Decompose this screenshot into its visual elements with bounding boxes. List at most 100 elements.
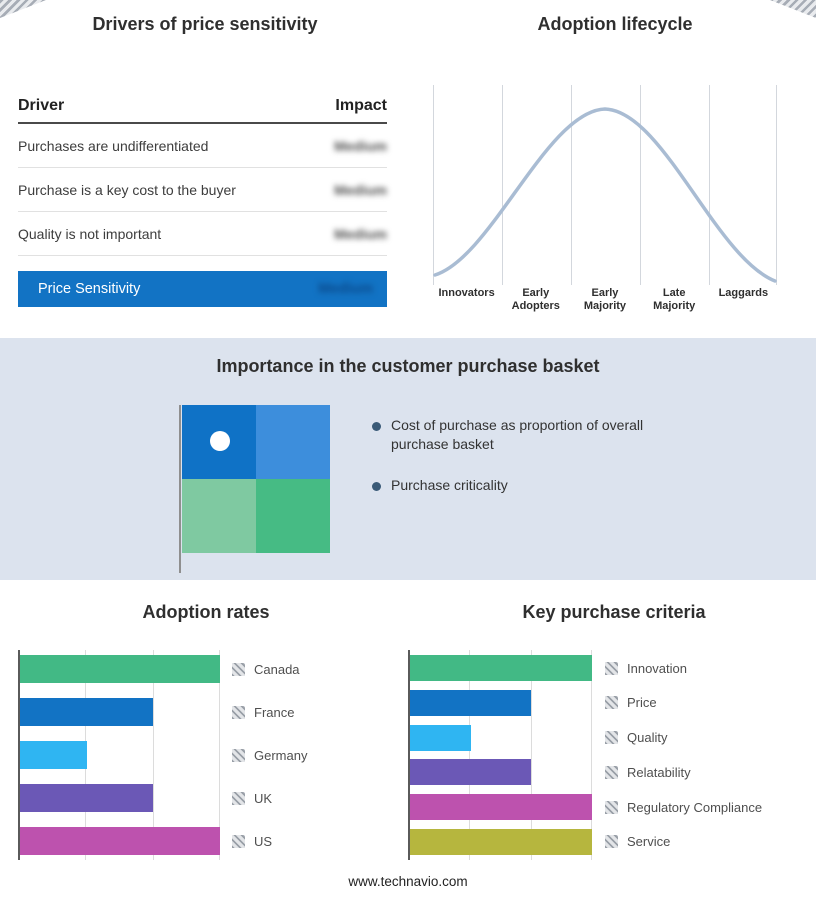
adoption-rates-chart xyxy=(18,650,220,860)
y-axis-line xyxy=(408,650,410,860)
bar-uk xyxy=(20,784,154,812)
legend-label: France xyxy=(254,704,295,720)
purchase-basket-section: Importance in the customer purchase bask… xyxy=(0,338,816,580)
gridline xyxy=(152,650,154,860)
bar-us xyxy=(20,827,220,855)
bar-france xyxy=(20,698,154,726)
quadrant-bottom-left xyxy=(182,479,256,553)
legend-swatch-icon xyxy=(232,748,245,762)
legend-swatch-icon xyxy=(232,662,245,676)
legend-label: US xyxy=(254,833,273,849)
bar-row xyxy=(20,827,220,855)
impact-cell-redacted: Medium xyxy=(334,181,387,198)
legend-swatch-icon xyxy=(605,765,618,779)
legend-item: UK xyxy=(232,784,307,812)
legend-item: Germany xyxy=(232,741,307,769)
table-row: Purchase is a key cost to the buyer Medi… xyxy=(18,168,387,212)
bar-row xyxy=(410,689,592,716)
gridline xyxy=(469,650,471,860)
gridline xyxy=(219,650,220,860)
bar-row xyxy=(410,828,592,855)
bar-row xyxy=(410,759,592,786)
stage-label-innovators: Innovators xyxy=(438,287,495,299)
legend-label: Canada xyxy=(254,661,300,677)
bar-canada xyxy=(20,655,220,683)
legend-swatch-icon xyxy=(232,791,245,805)
table-row: Quality is not important Medium xyxy=(18,212,387,256)
legend-swatch-icon xyxy=(232,705,245,719)
impact-cell-redacted: Medium xyxy=(334,225,387,242)
bar-regulatory-compliance xyxy=(410,794,592,821)
bar-row xyxy=(20,655,220,683)
purchase-basket-title: Importance in the customer purchase bask… xyxy=(216,356,600,376)
bar-row xyxy=(410,724,592,751)
summary-impact-redacted: Medium xyxy=(318,281,373,297)
basket-bullet-list: Cost of purchase as proportion of overal… xyxy=(372,416,662,517)
bar-price xyxy=(410,689,532,716)
key-purchase-criteria-title: Key purchase criteria xyxy=(522,602,706,622)
adoption-lifecycle-chart xyxy=(432,85,778,285)
driver-cell: Quality is not important xyxy=(18,225,162,242)
driver-cell: Purchases are undifferentiated xyxy=(18,137,209,154)
summary-label: Price Sensitivity xyxy=(38,281,141,297)
driver-cell: Purchase is a key cost to the buyer xyxy=(18,181,236,198)
bar-quality xyxy=(410,724,471,751)
impact-cell-redacted: Medium xyxy=(334,137,387,154)
legend-swatch-icon xyxy=(605,731,618,745)
legend-label: Service xyxy=(627,834,671,850)
bell-curve-svg xyxy=(433,85,777,285)
bar-innovation xyxy=(410,655,592,681)
bullet-item: Cost of purchase as proportion of overal… xyxy=(372,416,662,454)
gridline xyxy=(530,650,532,860)
key-purchase-criteria-chart xyxy=(408,650,592,860)
price-sensitivity-table: Driver Impact Purchases are undifferenti… xyxy=(18,90,387,307)
legend-swatch-icon xyxy=(605,696,618,710)
legend-item: Service xyxy=(605,829,762,855)
stage-label-laggards: Laggards xyxy=(718,287,769,299)
legend-label: Quality xyxy=(627,730,668,746)
bottom-charts-section: Adoption rates Key purchase criteria xyxy=(0,580,816,902)
column-header-driver: Driver xyxy=(18,97,65,114)
stage-label-early-adopters: Early Adopters xyxy=(511,287,560,313)
bullet-dot-icon xyxy=(372,481,381,491)
adoption-lifecycle-title: Adoption lifecycle xyxy=(537,14,693,34)
y-axis-line xyxy=(18,650,20,860)
legend-item: Regulatory Compliance xyxy=(605,794,762,820)
lifecycle-stage-labels: Innovators Early Adopters Early Majority… xyxy=(432,287,778,313)
price-sensitivity-title: Drivers of price sensitivity xyxy=(92,14,318,34)
legend-item: Quality xyxy=(605,725,762,751)
adoption-rates-title: Adoption rates xyxy=(142,602,270,622)
legend-swatch-icon xyxy=(605,661,618,675)
key-purchase-criteria-legend: Innovation Price Quality Relatability Re… xyxy=(605,655,762,855)
bullet-dot-icon xyxy=(372,422,381,431)
legend-swatch-icon xyxy=(605,800,618,814)
bar-row xyxy=(410,655,592,681)
legend-item: Price xyxy=(605,690,762,716)
stage-label-early-majority: Early Majority xyxy=(583,287,627,313)
quadrant-bottom-right xyxy=(256,479,330,553)
legend-label: Regulatory Compliance xyxy=(627,799,763,815)
legend-item: US xyxy=(232,827,307,855)
gridline xyxy=(591,650,592,860)
adoption-rates-legend: Canada France Germany UK US xyxy=(232,655,307,855)
bullet-text: Cost of purchase as proportion of overal… xyxy=(391,417,644,452)
bar-row xyxy=(20,698,220,726)
legend-item: Innovation xyxy=(605,655,762,681)
quadrant-top-left xyxy=(182,405,256,479)
legend-label: Relatability xyxy=(627,764,691,780)
quadrant-top-right xyxy=(256,405,330,479)
legend-swatch-icon xyxy=(605,835,618,849)
legend-item: Canada xyxy=(232,655,307,683)
legend-item: Relatability xyxy=(605,759,762,785)
legend-label: UK xyxy=(254,790,273,806)
position-marker-dot xyxy=(210,431,230,451)
legend-label: Innovation xyxy=(627,660,687,676)
bullet-item: Purchase criticality xyxy=(372,476,662,495)
bar-service xyxy=(410,828,592,855)
stage-label-late-majority: Late Majority xyxy=(653,287,696,313)
legend-item: France xyxy=(232,698,307,726)
legend-label: Price xyxy=(627,695,657,711)
legend-label: Germany xyxy=(254,747,308,763)
purchase-basket-quadrant xyxy=(182,405,330,553)
